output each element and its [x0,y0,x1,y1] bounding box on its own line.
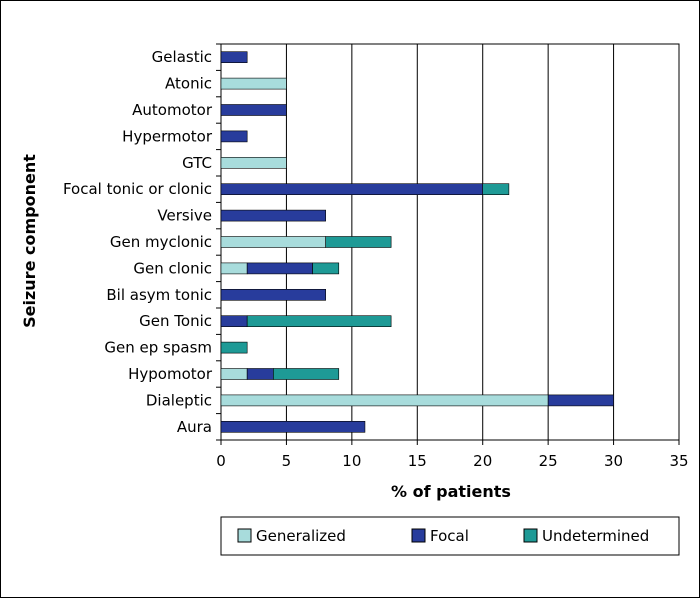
bar-segment-focal [220,288,326,301]
category-label: Gelastic [152,48,212,66]
x-axis-title: % of patients [391,482,511,501]
bar-segment-focal [220,104,287,116]
bar-segment-generalized [220,236,326,248]
legend-label-generalized: Generalized [256,527,346,545]
bar-segment-focal [246,368,274,380]
x-tick-label: 15 [408,452,427,470]
category-label: Atonic [165,75,212,93]
legend-label-undetermined: Undetermined [542,527,649,545]
x-tick-label: 0 [216,452,226,470]
bar-segment-undetermined [312,262,340,275]
bar-segment-undetermined [246,315,392,328]
category-label: Dialeptic [146,391,212,409]
bar-segment-focal [220,315,248,328]
legend-swatch-focal [411,528,426,543]
x-tick-label: 5 [282,452,292,470]
bar-segment-undetermined [273,368,340,380]
category-label: Hypermotor [122,127,213,145]
bar-segment-focal [220,51,248,64]
bar-segment-generalized [220,262,248,275]
bar-segment-undetermined [325,236,392,248]
category-label: Gen myclonic [110,233,212,251]
bar-segment-generalized [220,157,287,169]
y-axis-title: Seizure component [20,154,39,328]
legend-swatch-generalized [237,528,252,543]
category-label: Gen ep spasm [104,339,212,357]
bar-segment-generalized [220,368,248,380]
x-tick-label: 35 [669,452,688,470]
legend-box [220,516,680,556]
bar-segment-generalized [220,77,287,90]
plot-area: 0 5 10 15 20 25 30 35 Gelastic Atonic Automotor Hyp… [63,43,689,470]
bar-segment-focal [246,262,313,275]
bar-segment-focal [220,130,248,143]
category-label: Aura [177,418,212,436]
legend-swatch-undetermined [523,528,538,543]
legend-label-focal: Focal [430,527,469,545]
x-tick-label: 10 [342,452,361,470]
category-label: Gen clonic [133,259,212,277]
bar-segment-focal [220,209,326,222]
x-tick-label: 20 [473,452,492,470]
bar-segment-undetermined [220,341,248,354]
category-label: Versive [157,207,212,225]
bar-segment-focal [547,394,614,407]
category-label: Hypomotor [128,365,213,383]
category-label: Bil asym tonic [106,286,212,304]
x-tick-label: 30 [604,452,623,470]
bar-segment-generalized [220,394,549,407]
bar-segment-focal [220,183,484,195]
category-label: Automotor [132,101,213,119]
bar-segment-focal [220,420,366,433]
legend: Generalized Focal Undetermined [220,516,680,556]
category-label: Gen Tonic [139,312,212,330]
category-label: GTC [182,154,212,172]
category-label: Focal tonic or clonic [63,180,212,198]
bar-segment-undetermined [482,183,510,195]
x-tick-label: 25 [539,452,558,470]
